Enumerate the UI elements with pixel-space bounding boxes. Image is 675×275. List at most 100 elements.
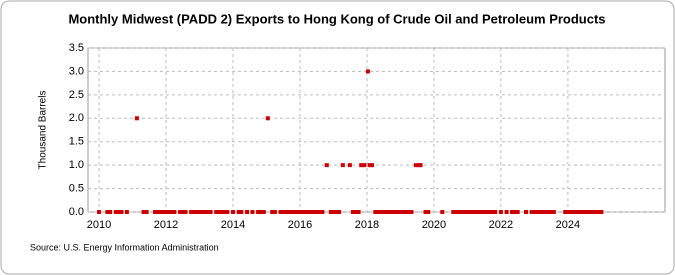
data-point	[108, 210, 113, 214]
data-point	[381, 210, 386, 214]
x-tick-label: 2024	[556, 219, 580, 231]
data-point	[353, 210, 358, 214]
data-point	[331, 210, 336, 214]
data-point	[306, 210, 311, 214]
data-point	[236, 210, 241, 214]
data-point	[529, 210, 534, 214]
data-point	[515, 210, 520, 214]
data-point	[395, 210, 400, 214]
data-point	[314, 210, 319, 214]
data-point	[144, 210, 149, 214]
data-point	[471, 210, 476, 214]
y-tick-label: 1.5	[69, 136, 84, 148]
data-point	[172, 210, 177, 214]
plot-area	[87, 47, 666, 213]
data-point	[418, 163, 423, 168]
x-tick-label: 2020	[422, 219, 446, 231]
data-point	[509, 210, 514, 214]
data-point	[406, 210, 411, 214]
data-point	[183, 210, 188, 214]
data-point	[161, 210, 166, 214]
data-point	[289, 210, 294, 214]
data-point	[105, 210, 110, 214]
data-point	[409, 210, 414, 214]
data-point	[286, 210, 291, 214]
data-point	[169, 210, 174, 214]
data-point	[216, 210, 221, 214]
data-point	[565, 210, 570, 214]
data-point	[124, 210, 129, 214]
data-point	[283, 210, 288, 214]
data-point	[440, 210, 445, 214]
y-tick-label: 3.0	[69, 65, 84, 77]
data-point	[591, 210, 596, 214]
data-point	[493, 210, 498, 214]
data-point	[532, 210, 537, 214]
data-point	[180, 210, 185, 214]
data-point	[546, 210, 551, 214]
data-point	[387, 210, 392, 214]
data-point	[194, 210, 199, 214]
data-point	[97, 210, 102, 214]
data-point	[571, 210, 576, 214]
chart-title: Monthly Midwest (PADD 2) Exports to Hong…	[68, 11, 605, 26]
data-point	[379, 210, 384, 214]
data-point	[309, 210, 314, 214]
data-point	[426, 210, 431, 214]
data-point	[324, 163, 329, 168]
data-point	[155, 210, 160, 214]
data-point	[278, 210, 283, 214]
data-point	[164, 210, 169, 214]
data-point	[166, 210, 171, 214]
data-point	[462, 210, 467, 214]
data-point	[582, 210, 587, 214]
data-point	[392, 210, 397, 214]
data-point	[356, 210, 361, 214]
data-point	[479, 210, 484, 214]
data-point	[350, 210, 355, 214]
data-point	[362, 163, 367, 168]
data-point	[454, 210, 459, 214]
y-axis-label: Thousand Barrels	[38, 91, 49, 170]
data-point	[225, 210, 230, 214]
data-point	[459, 210, 464, 214]
data-point	[208, 210, 213, 214]
data-point	[549, 210, 554, 214]
data-point	[568, 210, 573, 214]
data-point	[543, 210, 548, 214]
data-point	[398, 210, 403, 214]
data-point	[203, 210, 208, 214]
data-point	[373, 210, 378, 214]
data-point	[465, 210, 470, 214]
data-point	[457, 210, 462, 214]
y-tick-label: 2.5	[69, 89, 84, 101]
x-tick-label: 2018	[355, 219, 379, 231]
data-point	[579, 210, 584, 214]
data-point	[540, 210, 545, 214]
data-point	[303, 210, 308, 214]
data-point	[317, 210, 322, 214]
data-point	[270, 210, 275, 214]
data-point	[141, 210, 146, 214]
data-point	[245, 210, 250, 214]
data-point	[119, 210, 124, 214]
data-point	[300, 210, 305, 214]
x-tick-label: 2022	[489, 219, 513, 231]
data-point	[258, 210, 263, 214]
data-point	[222, 210, 227, 214]
data-point	[178, 210, 183, 214]
data-point	[272, 210, 277, 214]
data-point	[524, 210, 529, 214]
data-point	[482, 210, 487, 214]
data-point	[337, 210, 342, 214]
data-point	[312, 210, 317, 214]
data-point	[239, 210, 244, 214]
x-tick-label: 2014	[221, 219, 245, 231]
data-point	[231, 210, 236, 214]
data-point	[205, 210, 210, 214]
data-point	[328, 210, 333, 214]
data-point	[214, 210, 219, 214]
data-point	[367, 163, 372, 168]
